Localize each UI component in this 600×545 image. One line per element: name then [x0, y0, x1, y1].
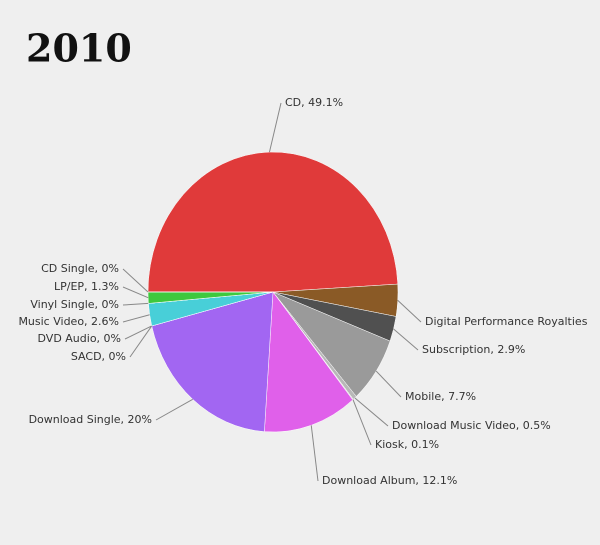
- leader-line: [155, 398, 193, 421]
- leader-line: [352, 399, 372, 446]
- leader-line: [393, 328, 419, 351]
- pie-slice: [147, 151, 399, 293]
- data-label: Mobile, 7.7%: [405, 390, 476, 403]
- leader-line: [397, 299, 422, 323]
- data-label: Download Album, 12.1%: [322, 474, 457, 487]
- leader-line: [122, 302, 149, 306]
- data-label: Digital Performance Royalties: [425, 315, 588, 328]
- leader-line: [268, 102, 282, 153]
- data-label: Kiosk, 0.1%: [375, 438, 439, 451]
- data-label: Subscription, 2.9%: [422, 343, 525, 356]
- chart-title: 2010: [26, 26, 132, 71]
- data-label: Download Single, 20%: [29, 413, 152, 426]
- leader-line: [122, 286, 149, 299]
- data-label: CD, 49.1%: [285, 96, 343, 109]
- data-label: Music Video, 2.6%: [18, 315, 119, 328]
- leader-line: [122, 314, 150, 323]
- leader-line: [354, 397, 389, 427]
- data-label: Vinyl Single, 0%: [30, 298, 119, 311]
- leader-line: [310, 425, 319, 482]
- data-label: LP/EP, 1.3%: [54, 280, 119, 293]
- leader-line: [129, 325, 153, 358]
- leader-line: [375, 370, 402, 398]
- data-label: CD Single, 0%: [41, 262, 119, 275]
- data-label: SACD, 0%: [71, 350, 126, 363]
- leader-line: [122, 268, 149, 293]
- leader-line: [124, 325, 152, 340]
- data-label: DVD Audio, 0%: [38, 332, 121, 345]
- data-label: Download Music Video, 0.5%: [392, 419, 551, 432]
- pie-slice: [264, 291, 354, 433]
